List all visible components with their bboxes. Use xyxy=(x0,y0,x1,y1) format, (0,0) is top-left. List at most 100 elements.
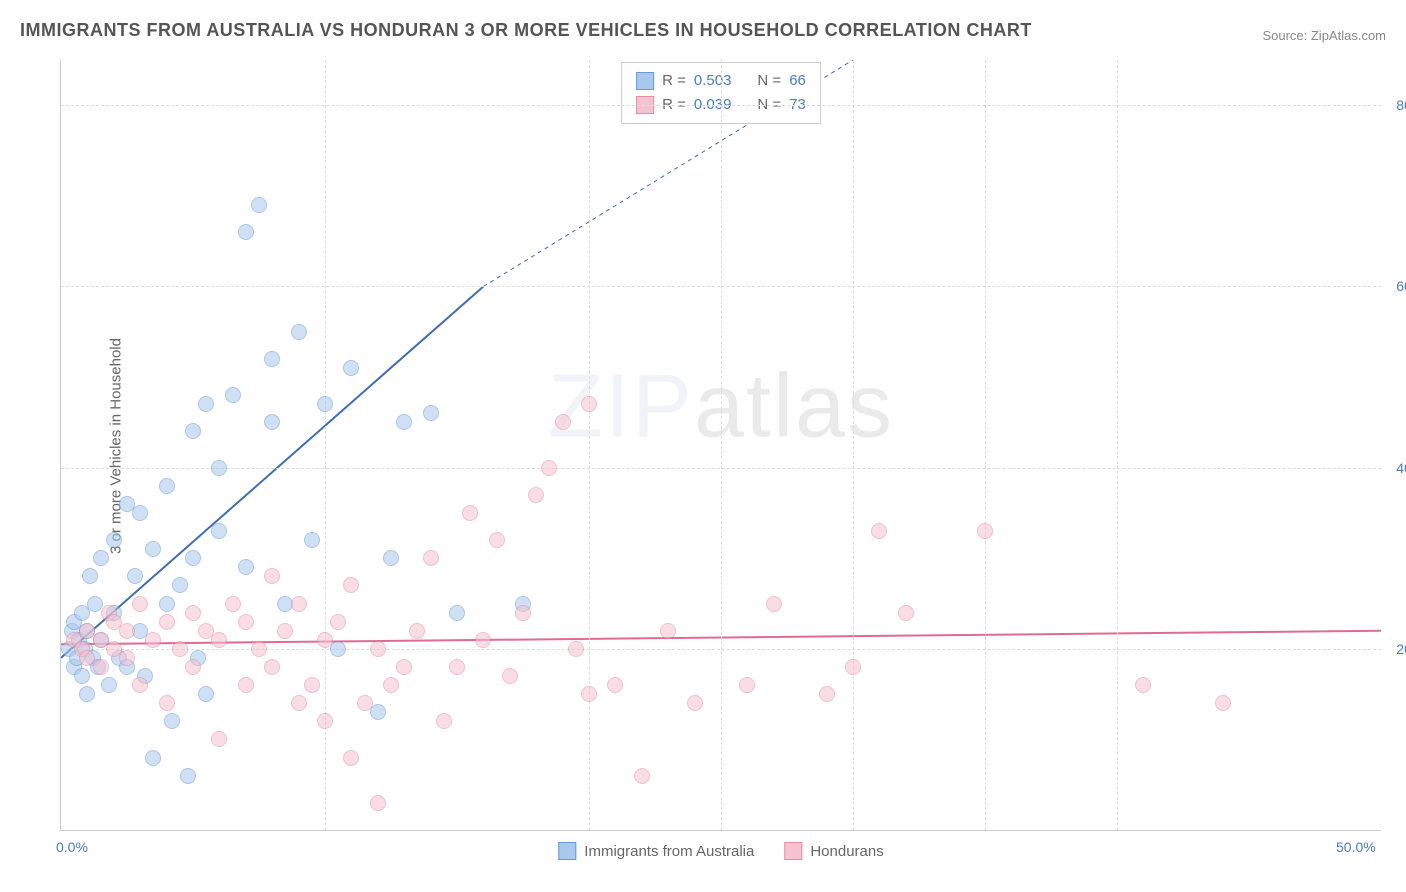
scatter-point xyxy=(396,414,412,430)
scatter-point xyxy=(93,659,109,675)
scatter-point xyxy=(383,550,399,566)
x-tick-label: 50.0% xyxy=(1336,839,1376,855)
scatter-point xyxy=(370,795,386,811)
y-tick-label: 20.0% xyxy=(1386,641,1406,657)
scatter-point xyxy=(871,523,887,539)
scatter-point xyxy=(330,614,346,630)
scatter-point xyxy=(159,596,175,612)
legend-series-label: Hondurans xyxy=(810,843,883,860)
gridline-vertical xyxy=(589,60,590,830)
scatter-point xyxy=(119,623,135,639)
scatter-point xyxy=(898,605,914,621)
scatter-point xyxy=(132,677,148,693)
scatter-point xyxy=(343,360,359,376)
scatter-point xyxy=(528,487,544,503)
scatter-point xyxy=(159,695,175,711)
scatter-point xyxy=(211,731,227,747)
scatter-point xyxy=(317,396,333,412)
scatter-point xyxy=(489,532,505,548)
legend-r-label: R = xyxy=(662,69,686,93)
legend-swatch xyxy=(558,842,576,860)
scatter-point xyxy=(383,677,399,693)
scatter-point xyxy=(409,623,425,639)
scatter-point xyxy=(845,659,861,675)
gridline-vertical xyxy=(721,60,722,830)
scatter-point xyxy=(145,541,161,557)
scatter-point xyxy=(739,677,755,693)
gridline-vertical xyxy=(985,60,986,830)
scatter-point xyxy=(264,659,280,675)
scatter-point xyxy=(264,351,280,367)
scatter-point xyxy=(225,596,241,612)
scatter-point xyxy=(475,632,491,648)
scatter-point xyxy=(766,596,782,612)
scatter-point xyxy=(304,532,320,548)
legend-n-label: N = xyxy=(757,69,781,93)
scatter-point xyxy=(238,614,254,630)
scatter-point xyxy=(264,414,280,430)
scatter-point xyxy=(211,460,227,476)
scatter-point xyxy=(568,641,584,657)
scatter-point xyxy=(119,650,135,666)
legend-swatch xyxy=(784,842,802,860)
trend-line xyxy=(61,286,483,657)
scatter-point xyxy=(291,695,307,711)
scatter-point xyxy=(370,704,386,720)
scatter-point xyxy=(541,460,557,476)
scatter-point xyxy=(343,750,359,766)
scatter-point xyxy=(185,423,201,439)
chart-plot-area: ZIPatlas R =0.503N =66R =0.039N =73 Immi… xyxy=(60,60,1381,831)
scatter-point xyxy=(74,668,90,684)
scatter-point xyxy=(132,596,148,612)
scatter-point xyxy=(277,623,293,639)
chart-title: IMMIGRANTS FROM AUSTRALIA VS HONDURAN 3 … xyxy=(20,20,1032,41)
legend-n-value: 66 xyxy=(789,69,806,93)
scatter-point xyxy=(172,577,188,593)
scatter-point xyxy=(145,750,161,766)
scatter-point xyxy=(211,523,227,539)
scatter-point xyxy=(687,695,703,711)
scatter-point xyxy=(185,550,201,566)
scatter-point xyxy=(330,641,346,657)
scatter-point xyxy=(515,605,531,621)
scatter-point xyxy=(555,414,571,430)
scatter-point xyxy=(423,405,439,421)
scatter-point xyxy=(607,677,623,693)
gridline-vertical xyxy=(1117,60,1118,830)
scatter-point xyxy=(159,478,175,494)
scatter-point xyxy=(581,396,597,412)
scatter-point xyxy=(357,695,373,711)
scatter-point xyxy=(502,668,518,684)
y-tick-label: 60.0% xyxy=(1386,278,1406,294)
scatter-point xyxy=(238,224,254,240)
scatter-point xyxy=(462,505,478,521)
scatter-point xyxy=(634,768,650,784)
scatter-point xyxy=(225,387,241,403)
legend-swatch xyxy=(636,72,654,90)
scatter-point xyxy=(251,197,267,213)
scatter-point xyxy=(198,396,214,412)
scatter-point xyxy=(93,550,109,566)
scatter-point xyxy=(304,677,320,693)
scatter-point xyxy=(211,632,227,648)
scatter-point xyxy=(106,532,122,548)
scatter-point xyxy=(132,505,148,521)
scatter-point xyxy=(127,568,143,584)
gridline-vertical xyxy=(853,60,854,830)
series-legend: Immigrants from Australia Hondurans xyxy=(558,842,883,860)
scatter-point xyxy=(449,659,465,675)
scatter-point xyxy=(164,713,180,729)
scatter-point xyxy=(185,659,201,675)
scatter-point xyxy=(251,641,267,657)
scatter-point xyxy=(317,713,333,729)
legend-series-item: Hondurans xyxy=(784,842,883,860)
legend-r-value: 0.503 xyxy=(694,69,732,93)
legend-series-item: Immigrants from Australia xyxy=(558,842,754,860)
scatter-point xyxy=(180,768,196,784)
scatter-point xyxy=(238,677,254,693)
scatter-point xyxy=(145,632,161,648)
scatter-point xyxy=(79,686,95,702)
x-tick-label: 0.0% xyxy=(56,839,88,855)
scatter-point xyxy=(423,550,439,566)
scatter-point xyxy=(343,577,359,593)
